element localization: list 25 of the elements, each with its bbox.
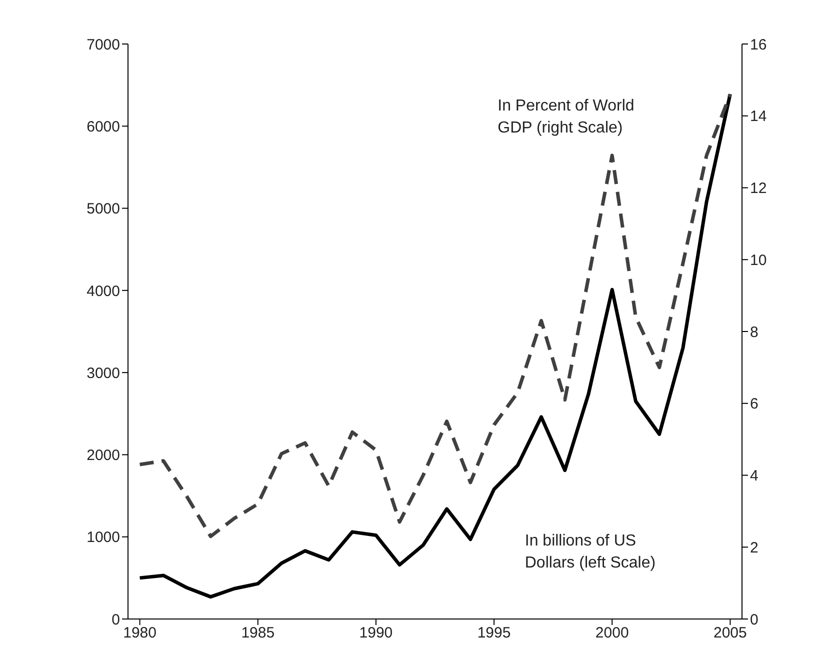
x-tick-label: 2005 (714, 624, 747, 642)
y-tick-label: 5000 (86, 200, 120, 218)
y2-tick-label: 10 (750, 252, 767, 269)
y2-tick-label: 6 (750, 396, 758, 413)
y2-tick-label: 12 (750, 180, 767, 198)
y2-tick-label: 0 (750, 611, 758, 628)
x-tick-label: 2000 (595, 624, 629, 642)
y-tick-label: 2000 (86, 447, 120, 464)
x-tick-label: 1985 (241, 624, 275, 642)
x-tick-label: 1995 (477, 624, 511, 642)
x-tick-label: 1980 (123, 624, 156, 642)
y2-tick-label: 14 (750, 108, 767, 126)
y-tick-label: 1000 (86, 529, 120, 546)
y-tick-label: 7000 (86, 36, 120, 54)
y2-tick-label: 16 (750, 36, 767, 54)
y2-tick-label: 2 (750, 539, 758, 556)
y-tick-label: 4000 (86, 282, 120, 300)
text: In billions of US Dollars (left Scale) (524, 532, 656, 572)
y-tick-label: 3000 (86, 364, 120, 382)
y2-tick-label: 8 (750, 324, 758, 341)
y-tick-label: 0 (112, 611, 120, 628)
x-tick-label: 1990 (359, 624, 393, 642)
y-tick-label: 6000 (86, 118, 120, 136)
series-label: In Percent of World GDP (right Scale) (498, 98, 634, 137)
y2-tick-label: 4 (750, 468, 758, 485)
